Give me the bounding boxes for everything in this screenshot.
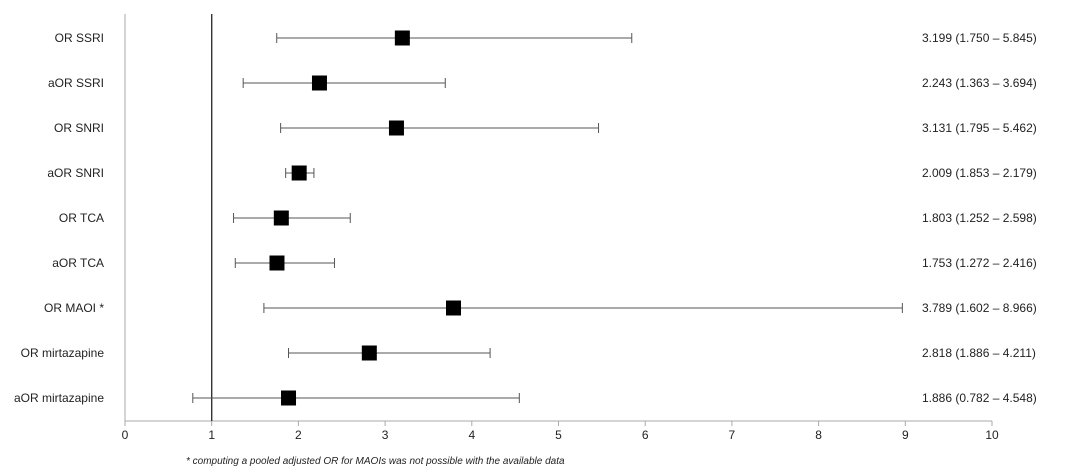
- forest-row: OR mirtazapine 2.818 (1.886 – 4.211): [21, 345, 1036, 361]
- forest-row: OR MAOI * 3.789 (1.602 – 8.966): [44, 300, 1037, 316]
- forest-row: aOR TCA 1.753 (1.272 – 2.416): [52, 255, 1037, 271]
- estimate-marker: [281, 390, 297, 406]
- row-label: OR SSRI: [55, 31, 104, 45]
- row-label: aOR SSRI: [48, 76, 104, 90]
- row-label: aOR TCA: [52, 256, 104, 270]
- estimate-marker: [273, 210, 289, 226]
- value-label: 1.886 (0.782 – 4.548): [922, 391, 1037, 405]
- estimate-marker: [311, 75, 327, 91]
- estimate-marker: [291, 165, 307, 181]
- axes: 0 1 2 3 4 5 6 7 8 9 10: [122, 14, 999, 442]
- x-tick-label: 9: [902, 428, 909, 442]
- x-tick-label: 1: [208, 428, 215, 442]
- estimate-marker: [361, 345, 377, 361]
- row-label: OR SNRI: [54, 121, 104, 135]
- estimate-marker: [446, 300, 462, 316]
- row-label: OR MAOI *: [44, 301, 104, 315]
- estimate-marker: [388, 120, 404, 136]
- value-label: 1.803 (1.252 – 2.598): [922, 211, 1037, 225]
- x-tick-label: 5: [555, 428, 562, 442]
- x-tick-label: 3: [382, 428, 389, 442]
- forest-row: OR SNRI 3.131 (1.795 – 5.462): [54, 120, 1037, 136]
- value-label: 2.243 (1.363 – 3.694): [922, 76, 1037, 90]
- x-tick-label: 8: [815, 428, 822, 442]
- forest-row: aOR mirtazapine 1.886 (0.782 – 4.548): [14, 390, 1037, 406]
- value-label: 3.131 (1.795 – 5.462): [922, 121, 1037, 135]
- value-label: 2.009 (1.853 – 2.179): [922, 166, 1037, 180]
- value-label: 3.789 (1.602 – 8.966): [922, 301, 1037, 315]
- forest-row: OR SSRI 3.199 (1.750 – 5.845): [55, 30, 1037, 46]
- x-tick-label: 0: [122, 428, 129, 442]
- row-label: aOR mirtazapine: [14, 391, 104, 405]
- x-tick-label: 2: [295, 428, 302, 442]
- x-tick-label: 10: [985, 428, 999, 442]
- x-tick-label: 6: [642, 428, 649, 442]
- x-tick-label: 4: [468, 428, 475, 442]
- value-label: 2.818 (1.886 – 4.211): [922, 346, 1036, 360]
- forest-marks: OR SSRI 3.199 (1.750 – 5.845) aOR SSRI 2.24…: [14, 14, 1037, 421]
- row-label: OR TCA: [59, 211, 104, 225]
- estimate-marker: [269, 255, 285, 271]
- row-label: aOR SNRI: [47, 166, 104, 180]
- row-label: OR mirtazapine: [21, 346, 105, 360]
- forest-row: OR TCA 1.803 (1.252 – 2.598): [59, 210, 1037, 226]
- forest-row: aOR SSRI 2.243 (1.363 – 3.694): [48, 75, 1037, 91]
- estimate-marker: [394, 30, 410, 46]
- value-label: 3.199 (1.750 – 5.845): [922, 31, 1037, 45]
- forest-row: aOR SNRI 2.009 (1.853 – 2.179): [47, 165, 1037, 181]
- x-tick-label: 7: [729, 428, 736, 442]
- footnote: * computing a pooled adjusted OR for MAO…: [186, 456, 565, 467]
- value-label: 1.753 (1.272 – 2.416): [922, 256, 1037, 270]
